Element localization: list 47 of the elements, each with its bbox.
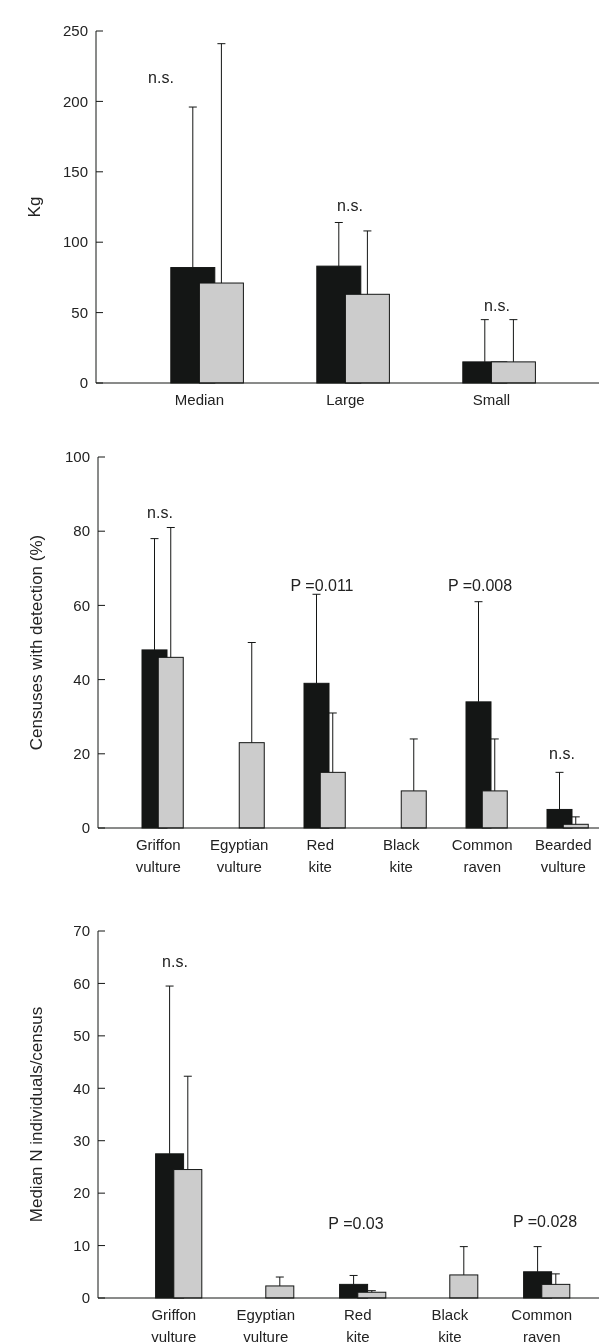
y-axis-title: Censuses with detection (%) — [27, 534, 46, 751]
annotation: n.s. — [484, 296, 510, 314]
x-tick-label: Griffon vulture — [135, 836, 181, 875]
x-tick-label: Red kite — [344, 1306, 372, 1342]
x-tick-label: Median — [174, 391, 224, 408]
x-tick-label: Egyptian vulture — [236, 1306, 295, 1342]
y-tick-label: 200 — [62, 92, 88, 110]
x-tick-label: Large — [326, 391, 365, 408]
annotation: n.s. — [549, 744, 575, 762]
y-tick-label: 100 — [62, 233, 88, 251]
y-tick-label: 40 — [73, 670, 90, 688]
x-tick-label: Bearded vulture — [534, 836, 592, 875]
y-tick-label: 60 — [73, 596, 90, 614]
x-tick-label: Red kite — [306, 836, 335, 875]
y-tick-label: 250 — [62, 22, 88, 40]
y-axis-title: Median N individuals/census — [27, 1006, 46, 1223]
y-axis-title: Kg — [25, 196, 44, 218]
x-tick-label: Small — [472, 391, 511, 408]
x-tick-label: Egyptian vulture — [210, 836, 269, 875]
y-tick-label: 20 — [73, 745, 90, 763]
y-tick-label: 10 — [73, 1236, 90, 1254]
x-tick-label: Griffon vulture — [151, 1306, 197, 1342]
y-tick-label: 70 — [73, 922, 90, 940]
y-tick-label: 0 — [79, 374, 88, 392]
x-tick-label: Black kite — [382, 836, 421, 875]
annotation: P =0.011 — [290, 576, 354, 594]
y-tick-label: 100 — [64, 448, 90, 466]
y-tick-label: 20 — [73, 1184, 90, 1202]
annotation: P =0.008 — [447, 576, 513, 594]
y-tick-label: 150 — [62, 163, 88, 181]
y-tick-label: 30 — [73, 1131, 90, 1149]
y-tick-label: 60 — [73, 974, 90, 992]
x-tick-label: Black kite — [431, 1306, 469, 1342]
annotation: n.s. — [337, 196, 363, 214]
y-tick-label: 40 — [73, 1079, 90, 1097]
y-tick-label: 0 — [81, 819, 90, 837]
y-tick-label: 80 — [73, 522, 90, 540]
annotation: n.s. — [162, 952, 188, 970]
annotation: n.s. — [148, 68, 174, 86]
x-tick-label: Common raven — [511, 1306, 573, 1342]
annotation: P =0.03 — [328, 1214, 384, 1232]
y-tick-label: 0 — [81, 1289, 90, 1307]
x-tick-label: Common raven — [451, 836, 513, 875]
y-tick-label: 50 — [73, 1027, 90, 1045]
annotation: P =0.028 — [512, 1212, 578, 1230]
annotation: n.s. — [147, 503, 173, 521]
y-tick-label: 50 — [71, 303, 88, 321]
